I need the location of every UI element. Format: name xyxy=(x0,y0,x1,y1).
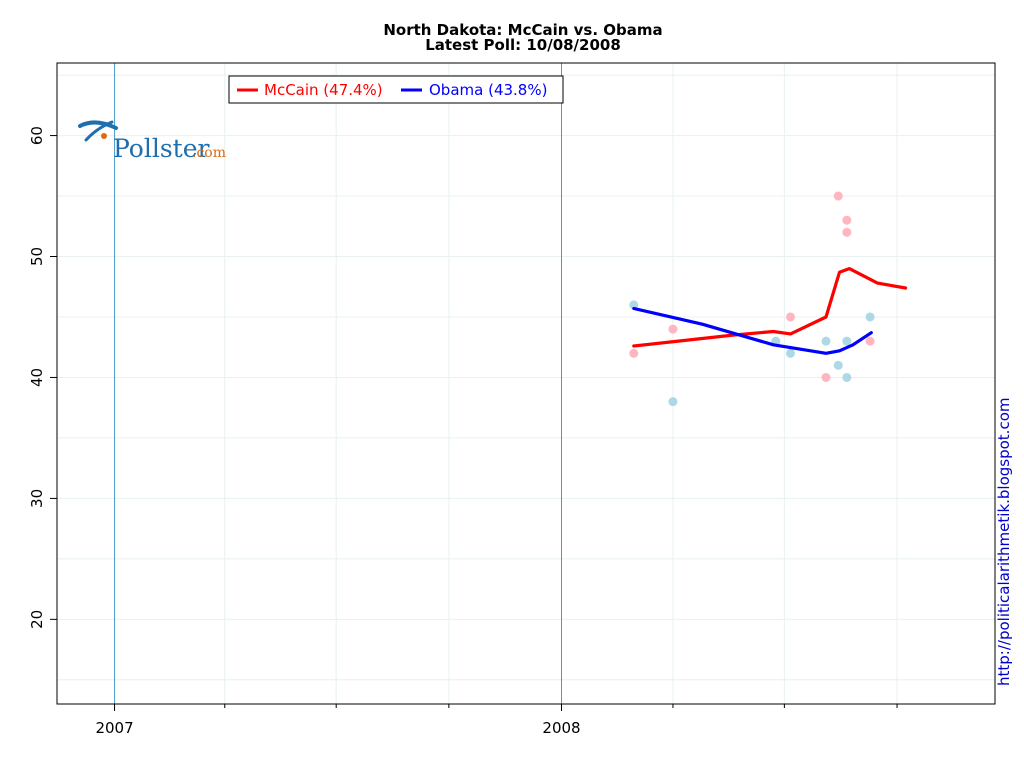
x-tick-label: 2007 xyxy=(95,719,133,737)
poll-point-mccain xyxy=(865,336,875,346)
trend-line-mccain xyxy=(632,267,908,348)
trend-line-obama xyxy=(632,306,873,355)
poll-point-obama xyxy=(668,397,678,407)
poll-points-layer xyxy=(629,191,875,407)
chart-subtitle: Latest Poll: 10/08/2008 xyxy=(425,36,621,54)
legend-label-mccain: McCain (47.4%) xyxy=(264,81,383,99)
poll-point-mccain xyxy=(786,312,796,322)
y-axis: 20 30 40 50 60 xyxy=(28,126,57,629)
x-axis: 2007 2008 xyxy=(95,704,898,737)
y-tick-label: 50 xyxy=(28,247,46,266)
y-tick-label: 40 xyxy=(28,368,46,387)
legend-box xyxy=(228,75,564,104)
legend: McCain (47.4%) Obama (43.8%) xyxy=(228,75,564,104)
poll-point-obama xyxy=(833,360,843,370)
poll-point-mccain xyxy=(842,227,852,237)
y-tick-label: 20 xyxy=(28,610,46,629)
poll-point-mccain xyxy=(833,191,843,201)
y-tick-label: 60 xyxy=(28,126,46,145)
legend-label-obama: Obama (43.8%) xyxy=(429,81,547,99)
poll-point-mccain xyxy=(629,348,639,358)
poll-point-mccain xyxy=(668,324,678,334)
chart-title: North Dakota: McCain vs. Obama xyxy=(383,21,662,39)
grid-layer xyxy=(57,63,995,704)
trend-lines-layer xyxy=(632,267,908,355)
poll-point-obama xyxy=(821,336,831,346)
poll-point-obama xyxy=(842,372,852,382)
poll-point-mccain xyxy=(821,372,831,382)
poll-point-obama xyxy=(842,336,852,346)
credit-url: http://politicalarithmetik.blogspot.com xyxy=(995,398,1013,687)
year-lines xyxy=(114,63,563,704)
y-tick-label: 30 xyxy=(28,489,46,508)
pollster-logo: Pollster .com xyxy=(78,120,226,163)
poll-point-obama xyxy=(786,348,796,358)
x-tick-label: 2008 xyxy=(542,719,580,737)
pollster-logo-suffix: .com xyxy=(192,145,226,161)
pollster-logo-text: Pollster xyxy=(113,134,210,163)
poll-point-mccain xyxy=(842,215,852,225)
plot-frame xyxy=(56,62,996,705)
poll-point-obama xyxy=(629,300,639,310)
pollster-swoosh-icon xyxy=(78,120,118,142)
poll-point-obama xyxy=(865,312,875,322)
